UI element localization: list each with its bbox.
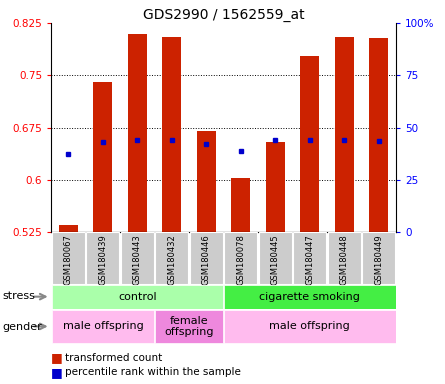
FancyBboxPatch shape <box>52 310 154 343</box>
Text: male offspring: male offspring <box>63 321 143 331</box>
FancyBboxPatch shape <box>224 310 396 343</box>
Text: female
offspring: female offspring <box>164 316 214 337</box>
FancyBboxPatch shape <box>190 232 223 284</box>
FancyBboxPatch shape <box>362 232 395 284</box>
Text: gender: gender <box>2 322 42 332</box>
FancyBboxPatch shape <box>52 232 85 284</box>
Text: GSM180447: GSM180447 <box>305 234 314 285</box>
Bar <box>369 38 388 232</box>
Text: ■: ■ <box>51 366 63 379</box>
Bar <box>128 33 147 232</box>
Bar <box>59 225 78 232</box>
Text: stress: stress <box>2 291 35 301</box>
FancyBboxPatch shape <box>224 285 396 309</box>
Bar <box>266 142 285 232</box>
FancyBboxPatch shape <box>293 232 326 284</box>
FancyBboxPatch shape <box>121 232 154 284</box>
FancyBboxPatch shape <box>155 232 188 284</box>
Text: GSM180078: GSM180078 <box>236 234 245 285</box>
Text: GSM180443: GSM180443 <box>133 234 142 285</box>
Text: transformed count: transformed count <box>65 353 162 363</box>
FancyBboxPatch shape <box>86 232 119 284</box>
Text: GSM180448: GSM180448 <box>340 234 349 285</box>
Title: GDS2990 / 1562559_at: GDS2990 / 1562559_at <box>143 8 304 22</box>
Text: GSM180439: GSM180439 <box>98 234 107 285</box>
Text: percentile rank within the sample: percentile rank within the sample <box>65 367 240 377</box>
FancyBboxPatch shape <box>224 232 257 284</box>
Text: GSM180432: GSM180432 <box>167 234 176 285</box>
Text: GSM180449: GSM180449 <box>374 234 383 285</box>
Bar <box>335 37 354 232</box>
FancyBboxPatch shape <box>328 232 361 284</box>
Bar <box>300 56 320 232</box>
FancyBboxPatch shape <box>259 232 292 284</box>
Text: male offspring: male offspring <box>270 321 350 331</box>
Text: GSM180446: GSM180446 <box>202 234 211 285</box>
FancyBboxPatch shape <box>155 310 223 343</box>
Bar <box>162 37 182 232</box>
Text: ■: ■ <box>51 351 63 364</box>
Text: cigarette smoking: cigarette smoking <box>259 291 360 302</box>
Bar <box>231 178 251 232</box>
Text: control: control <box>118 291 157 302</box>
Text: GSM180067: GSM180067 <box>64 234 73 285</box>
Bar <box>93 82 113 232</box>
Bar <box>197 131 216 232</box>
FancyBboxPatch shape <box>52 285 223 309</box>
Text: GSM180445: GSM180445 <box>271 234 280 285</box>
